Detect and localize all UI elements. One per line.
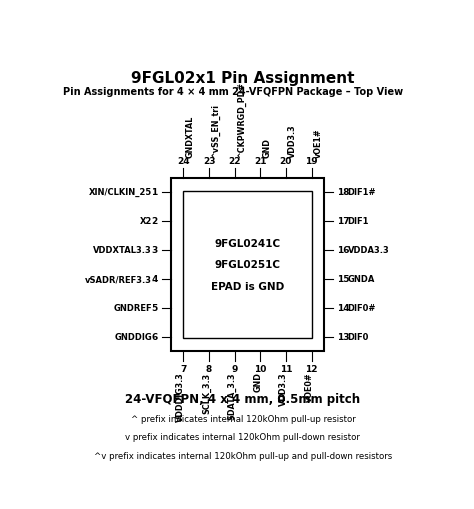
Text: VDD3.3: VDD3.3 (279, 372, 288, 406)
Text: vOE0#: vOE0# (304, 372, 313, 402)
Text: 5: 5 (152, 304, 158, 313)
Text: GNDXTAL: GNDXTAL (185, 116, 194, 158)
Text: 2: 2 (152, 217, 158, 226)
Text: 8: 8 (206, 364, 212, 373)
Text: 4: 4 (151, 275, 158, 284)
Text: SDATA_3.3: SDATA_3.3 (228, 372, 237, 419)
Text: 14: 14 (337, 304, 350, 313)
Text: v prefix indicates internal 120kOhm pull-down resistor: v prefix indicates internal 120kOhm pull… (126, 433, 360, 442)
Text: 20: 20 (280, 157, 292, 166)
Text: 17: 17 (337, 217, 350, 226)
Text: GNDDIG: GNDDIG (114, 333, 152, 342)
Text: X2: X2 (140, 217, 152, 226)
Text: DIF1#: DIF1# (347, 188, 376, 197)
Text: 9FGL02x1 Pin Assignment: 9FGL02x1 Pin Assignment (131, 71, 355, 86)
Text: 23: 23 (203, 157, 215, 166)
Text: 9: 9 (231, 364, 238, 373)
Text: VDDXTAL3.3: VDDXTAL3.3 (93, 246, 152, 255)
Text: 9FGL0251C: 9FGL0251C (215, 260, 281, 270)
Text: DIF1: DIF1 (347, 217, 369, 226)
Text: DIF0#: DIF0# (347, 304, 376, 313)
Bar (171, 179, 324, 351)
Text: GND: GND (262, 138, 271, 158)
Text: vOE1#: vOE1# (313, 128, 322, 158)
Text: 3: 3 (152, 246, 158, 255)
Text: VDD3.3: VDD3.3 (288, 124, 297, 158)
Text: 6: 6 (152, 333, 158, 342)
Text: XIN/CLKIN_25: XIN/CLKIN_25 (89, 188, 152, 197)
Text: SCLK_3.3: SCLK_3.3 (202, 372, 211, 413)
Text: VDDDIG3.3: VDDDIG3.3 (176, 372, 185, 421)
Text: 22: 22 (228, 157, 241, 166)
Text: 24-VFQFPN, 4 x 4 mm, 0.5mm pitch: 24-VFQFPN, 4 x 4 mm, 0.5mm pitch (125, 392, 361, 405)
Text: 9FGL0241C: 9FGL0241C (214, 238, 281, 248)
Bar (183, 191, 312, 338)
Text: VDDA3.3: VDDA3.3 (347, 246, 389, 255)
Text: 12: 12 (305, 364, 318, 373)
Text: 24: 24 (177, 157, 190, 166)
Text: 18: 18 (337, 188, 350, 197)
Text: 11: 11 (280, 364, 292, 373)
Text: ^ prefix indicates internal 120kOhm pull-up resistor: ^ prefix indicates internal 120kOhm pull… (130, 414, 356, 423)
Text: DIF0: DIF0 (347, 333, 369, 342)
Text: GND: GND (253, 372, 262, 392)
Text: ^v prefix indicates internal 120kOhm pull-up and pull-down resistors: ^v prefix indicates internal 120kOhm pul… (94, 451, 392, 461)
Text: ^vSS_EN_tri: ^vSS_EN_tri (211, 104, 220, 158)
Text: 13: 13 (337, 333, 350, 342)
Text: 1: 1 (152, 188, 158, 197)
Text: GNDA: GNDA (347, 275, 375, 284)
Text: vSADR/REF3.3: vSADR/REF3.3 (85, 275, 152, 284)
Text: 21: 21 (254, 157, 266, 166)
Text: 15: 15 (337, 275, 350, 284)
Text: 19: 19 (305, 157, 318, 166)
Text: ^CKPWRGD_PD#: ^CKPWRGD_PD# (237, 82, 246, 158)
Text: EPAD is GND: EPAD is GND (211, 281, 284, 292)
Text: 7: 7 (180, 364, 187, 373)
Text: Pin Assignments for 4 × 4 mm 24-VFQFPN Package – Top View: Pin Assignments for 4 × 4 mm 24-VFQFPN P… (63, 87, 403, 97)
Text: GNDREF: GNDREF (114, 304, 152, 313)
Text: 10: 10 (254, 364, 266, 373)
Text: 16: 16 (337, 246, 350, 255)
